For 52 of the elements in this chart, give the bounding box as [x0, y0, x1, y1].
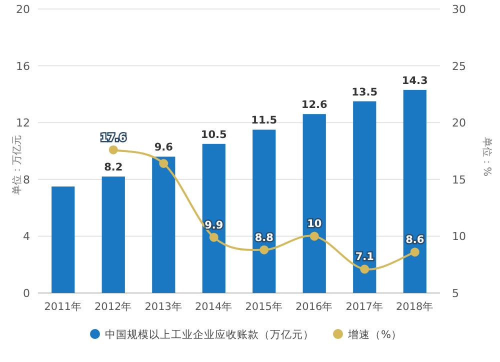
- y-tick-label: 16: [16, 60, 30, 73]
- data-label: 8.6: [406, 234, 424, 246]
- data-label: 14.3: [402, 74, 428, 87]
- data-label: 8.8: [254, 232, 274, 244]
- data-label: 10: [307, 218, 322, 230]
- y-tick-label: 8: [23, 173, 30, 186]
- y-axis-title: 单位：万亿元: [11, 135, 23, 196]
- bar: [152, 156, 176, 293]
- y2-tick-label: 30: [452, 3, 466, 16]
- point: [209, 232, 218, 242]
- y2-tick-label: 25: [452, 60, 466, 73]
- bar: [403, 90, 426, 293]
- bar: [52, 186, 75, 293]
- x-tick-label: 2017年: [346, 301, 384, 313]
- point: [159, 158, 168, 168]
- legend-label: 增速（%）: [347, 328, 402, 341]
- y2-tick-label: 15: [452, 173, 466, 186]
- y-tick-label: 12: [16, 116, 30, 130]
- y2-tick-label: 20: [452, 116, 466, 130]
- data-label: 7.1: [355, 251, 374, 264]
- y2-tick-label: 10: [452, 230, 466, 244]
- point: [410, 248, 420, 257]
- bar: [353, 101, 376, 293]
- data-label: 8.2: [104, 162, 123, 174]
- legend-label: 中国规模以上工业企业应收账款（万亿元）: [105, 328, 314, 341]
- y2-axis-title: 单位：%: [481, 136, 493, 176]
- bar: [252, 130, 276, 293]
- data-label: 10.5: [200, 128, 227, 141]
- point: [360, 264, 370, 274]
- data-label: 12.6: [301, 99, 328, 112]
- bar: [202, 144, 226, 293]
- x-tick-label: 2016年: [296, 301, 334, 313]
- x-tick-label: 2015年: [245, 301, 283, 313]
- y-tick-label: 20: [16, 3, 30, 16]
- y2-tick-label: 5: [452, 287, 459, 300]
- data-label: 9.9: [204, 219, 224, 232]
- x-tick-label: 2012年: [94, 301, 132, 313]
- bar: [102, 176, 125, 293]
- data-label: 17.6: [100, 132, 126, 144]
- point: [108, 145, 118, 154]
- data-label: 11.5: [251, 114, 278, 127]
- y-tick-label: 4: [23, 230, 30, 244]
- point: [260, 245, 269, 254]
- data-label: 9.6: [154, 142, 173, 154]
- x-tick-label: 2014年: [195, 301, 233, 313]
- x-tick-label: 2018年: [396, 301, 434, 313]
- data-label: 13.5: [352, 86, 378, 98]
- y-tick-label: 0: [23, 287, 30, 300]
- x-tick-label: 2011年: [44, 301, 82, 313]
- bar: [302, 114, 326, 293]
- point: [310, 232, 319, 241]
- x-tick-label: 2013年: [144, 301, 182, 313]
